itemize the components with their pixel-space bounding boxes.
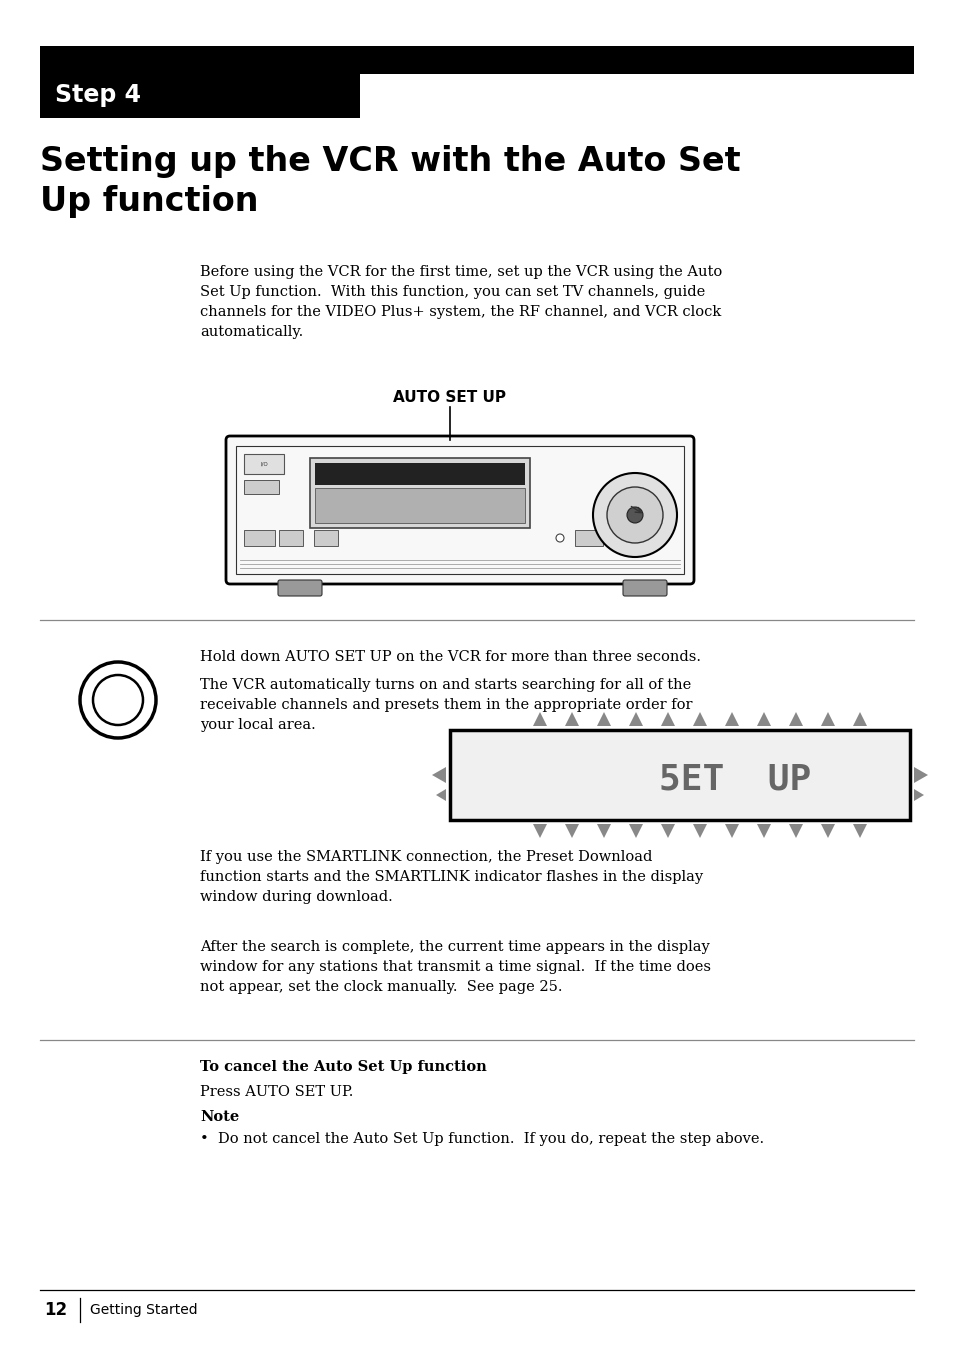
Polygon shape (852, 823, 866, 838)
Text: Note: Note (200, 1110, 239, 1124)
Circle shape (606, 487, 662, 544)
Text: •  Do not cancel the Auto Set Up function.  If you do, repeat the step above.: • Do not cancel the Auto Set Up function… (200, 1132, 763, 1146)
Bar (450, 730, 909, 821)
Bar (359, 55, 913, 74)
Text: I/O: I/O (260, 461, 268, 466)
Polygon shape (724, 823, 739, 838)
Bar (40, 46, 913, 55)
FancyBboxPatch shape (622, 580, 666, 596)
Polygon shape (436, 790, 446, 800)
Polygon shape (724, 713, 739, 726)
Polygon shape (692, 823, 706, 838)
Text: Hold down AUTO SET UP on the VCR for more than three seconds.: Hold down AUTO SET UP on the VCR for mor… (200, 650, 700, 664)
Text: AUTO SET UP: AUTO SET UP (393, 389, 506, 406)
Circle shape (92, 675, 143, 725)
Polygon shape (628, 713, 642, 726)
Bar (244, 530, 274, 546)
Polygon shape (821, 713, 834, 726)
Text: The VCR automatically turns on and starts searching for all of the
receivable ch: The VCR automatically turns on and start… (200, 677, 692, 731)
Bar (314, 462, 524, 485)
Bar (278, 530, 303, 546)
Polygon shape (757, 823, 770, 838)
Text: Getting Started: Getting Started (90, 1303, 197, 1317)
Bar (244, 454, 284, 475)
Polygon shape (757, 713, 770, 726)
Circle shape (80, 662, 156, 738)
Text: 5ET  UP: 5ET UP (659, 763, 810, 796)
Circle shape (626, 507, 642, 523)
Text: After the search is complete, the current time appears in the display
window for: After the search is complete, the curren… (200, 940, 710, 994)
Polygon shape (913, 767, 927, 783)
Polygon shape (564, 713, 578, 726)
Polygon shape (692, 713, 706, 726)
Bar (314, 488, 524, 523)
Polygon shape (788, 823, 802, 838)
Polygon shape (913, 790, 923, 800)
Polygon shape (821, 823, 834, 838)
Bar (244, 480, 278, 493)
Text: Step 4: Step 4 (55, 82, 141, 107)
Bar (610, 530, 639, 546)
Circle shape (556, 534, 563, 542)
Text: 12: 12 (44, 1301, 67, 1320)
Bar (314, 530, 337, 546)
Bar (310, 458, 530, 529)
Polygon shape (660, 713, 675, 726)
Text: Press AUTO SET UP.: Press AUTO SET UP. (200, 1086, 353, 1099)
FancyBboxPatch shape (226, 435, 693, 584)
Polygon shape (788, 713, 802, 726)
Circle shape (593, 473, 677, 557)
Bar (40, 55, 359, 118)
Polygon shape (533, 823, 546, 838)
Text: If you use the SMARTLINK connection, the Preset Download
function starts and the: If you use the SMARTLINK connection, the… (200, 850, 702, 904)
Polygon shape (628, 823, 642, 838)
Polygon shape (660, 823, 675, 838)
Polygon shape (597, 713, 610, 726)
Text: Before using the VCR for the first time, set up the VCR using the Auto
Set Up fu: Before using the VCR for the first time,… (200, 265, 721, 339)
Text: To cancel the Auto Set Up function: To cancel the Auto Set Up function (200, 1060, 486, 1073)
FancyBboxPatch shape (277, 580, 322, 596)
Polygon shape (533, 713, 546, 726)
Polygon shape (432, 767, 446, 783)
Bar (575, 530, 602, 546)
Polygon shape (852, 713, 866, 726)
Polygon shape (564, 823, 578, 838)
Polygon shape (597, 823, 610, 838)
Bar (235, 446, 683, 575)
Text: Setting up the VCR with the Auto Set
Up function: Setting up the VCR with the Auto Set Up … (40, 145, 740, 218)
